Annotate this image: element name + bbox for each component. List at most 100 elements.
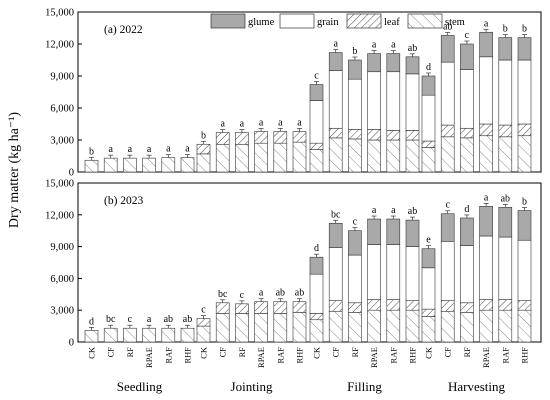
bar-leaf (421, 308, 436, 317)
significance-letter: ab (408, 206, 417, 217)
x-tick-label: RHF (295, 347, 305, 364)
significance-letter: a (484, 192, 489, 203)
bar-leaf (215, 302, 230, 314)
bar-leaf (460, 302, 474, 313)
bar-leaf (348, 302, 362, 313)
x-tick-label: RPAE (144, 347, 154, 368)
bar-glume (309, 256, 324, 275)
x-tick-label: CK (424, 346, 434, 359)
bar-leaf (328, 127, 343, 139)
y-tick-label: 3,000 (50, 136, 74, 147)
bar-leaf (517, 123, 532, 137)
bar-leaf (273, 131, 288, 144)
x-tick-label: RPAE (256, 347, 266, 368)
x-tick-label: RAF (163, 347, 173, 364)
bar-grain (479, 56, 493, 125)
significance-letter: c (128, 314, 133, 325)
y-tick-label: 0 (69, 168, 74, 179)
significance-letter: a (128, 144, 133, 155)
bar-stem (84, 330, 99, 343)
bar-leaf (254, 131, 268, 144)
significance-letter: a (147, 144, 152, 155)
significance-letter: b (522, 197, 527, 208)
legend-swatch-grain (279, 13, 315, 29)
stage-group-jointing: b a a a a a (196, 117, 307, 173)
bar-stem (142, 157, 156, 173)
bar-stem (328, 137, 343, 173)
significance-letter: a (147, 314, 152, 325)
x-tick-label: CF (331, 347, 341, 358)
bar-stem (103, 157, 118, 173)
legend-label-glume: glume (248, 17, 275, 28)
bar-stem (273, 313, 288, 343)
y-tick-label: 9,000 (50, 242, 74, 253)
bar-glume (405, 219, 420, 247)
bar-stem (517, 135, 532, 173)
bar-glume (348, 230, 362, 256)
plot-frame (77, 182, 542, 343)
x-tick-label: RHF (183, 347, 193, 364)
bar-grain (309, 273, 324, 314)
significance-letter: d (426, 62, 431, 73)
bar-stem (479, 135, 493, 173)
significance-letter: a (297, 117, 302, 128)
significance-letter: ab (276, 288, 285, 299)
bar-stem (460, 137, 474, 173)
stage-group-filling: d bc c a a ab (309, 205, 420, 343)
significance-letter: b (352, 46, 357, 57)
bar-leaf (254, 301, 268, 314)
significance-letter: c (201, 305, 206, 316)
bar-leaf (517, 300, 532, 311)
bar-stem (235, 143, 249, 173)
significance-letter: c (445, 200, 450, 211)
bar-stem (498, 309, 513, 343)
x-tick-label: RF (237, 347, 247, 358)
bar-grain (440, 61, 455, 126)
y-tick-label: 12,000 (45, 210, 74, 221)
bar-grain (405, 73, 420, 131)
bar-leaf (479, 299, 493, 311)
significance-letter: bc (218, 289, 228, 300)
bar-leaf (348, 129, 362, 140)
bar-grain (386, 244, 401, 300)
significance-letter: ab (295, 288, 304, 299)
bar-grain (460, 245, 474, 304)
bar-glume (440, 35, 455, 63)
significance-letter: ab (164, 314, 173, 325)
bar-glume (421, 75, 436, 96)
x-tick-label: CF (218, 347, 228, 358)
bar-leaf (405, 130, 420, 141)
significance-letter: b (201, 130, 206, 141)
bar-grain (479, 235, 493, 300)
y-tick-label: 6,000 (50, 274, 74, 285)
bar-grain (328, 70, 343, 129)
bar-leaf (367, 129, 381, 141)
bar-leaf (196, 318, 211, 327)
bar-grain (367, 244, 381, 300)
bar-grain (386, 71, 401, 131)
bar-stem (367, 139, 381, 173)
significance-letter: a (185, 144, 190, 155)
significance-letter: b (89, 146, 94, 157)
significance-letter: a (333, 39, 338, 50)
bar-stem (123, 327, 137, 343)
bar-stem (440, 310, 455, 343)
bar-stem (328, 310, 343, 343)
bar-stem (386, 309, 401, 343)
bar-grain (517, 59, 532, 125)
legend-label-leaf: leaf (384, 17, 400, 28)
bar-stem (142, 327, 156, 343)
bar-leaf (215, 132, 230, 145)
bar-stem (405, 309, 420, 343)
bar-grain (348, 78, 362, 130)
bar-stem (367, 309, 381, 343)
bar-stem (479, 309, 493, 343)
bar-stem (421, 316, 436, 343)
bar-glume (421, 248, 436, 269)
significance-letter: a (484, 18, 489, 29)
bar-stem (254, 313, 268, 343)
significance-letter: a (240, 119, 245, 130)
bar-glume (460, 43, 474, 70)
